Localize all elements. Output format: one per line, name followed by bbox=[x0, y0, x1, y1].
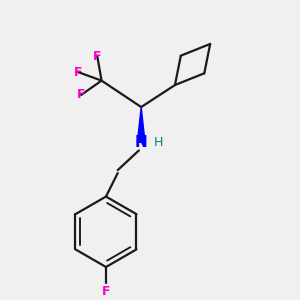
Text: F: F bbox=[93, 50, 101, 63]
Text: H: H bbox=[154, 136, 164, 149]
Text: F: F bbox=[102, 285, 110, 298]
Text: F: F bbox=[74, 66, 82, 79]
Polygon shape bbox=[137, 107, 145, 142]
Text: F: F bbox=[77, 88, 85, 101]
Text: N: N bbox=[135, 135, 148, 150]
